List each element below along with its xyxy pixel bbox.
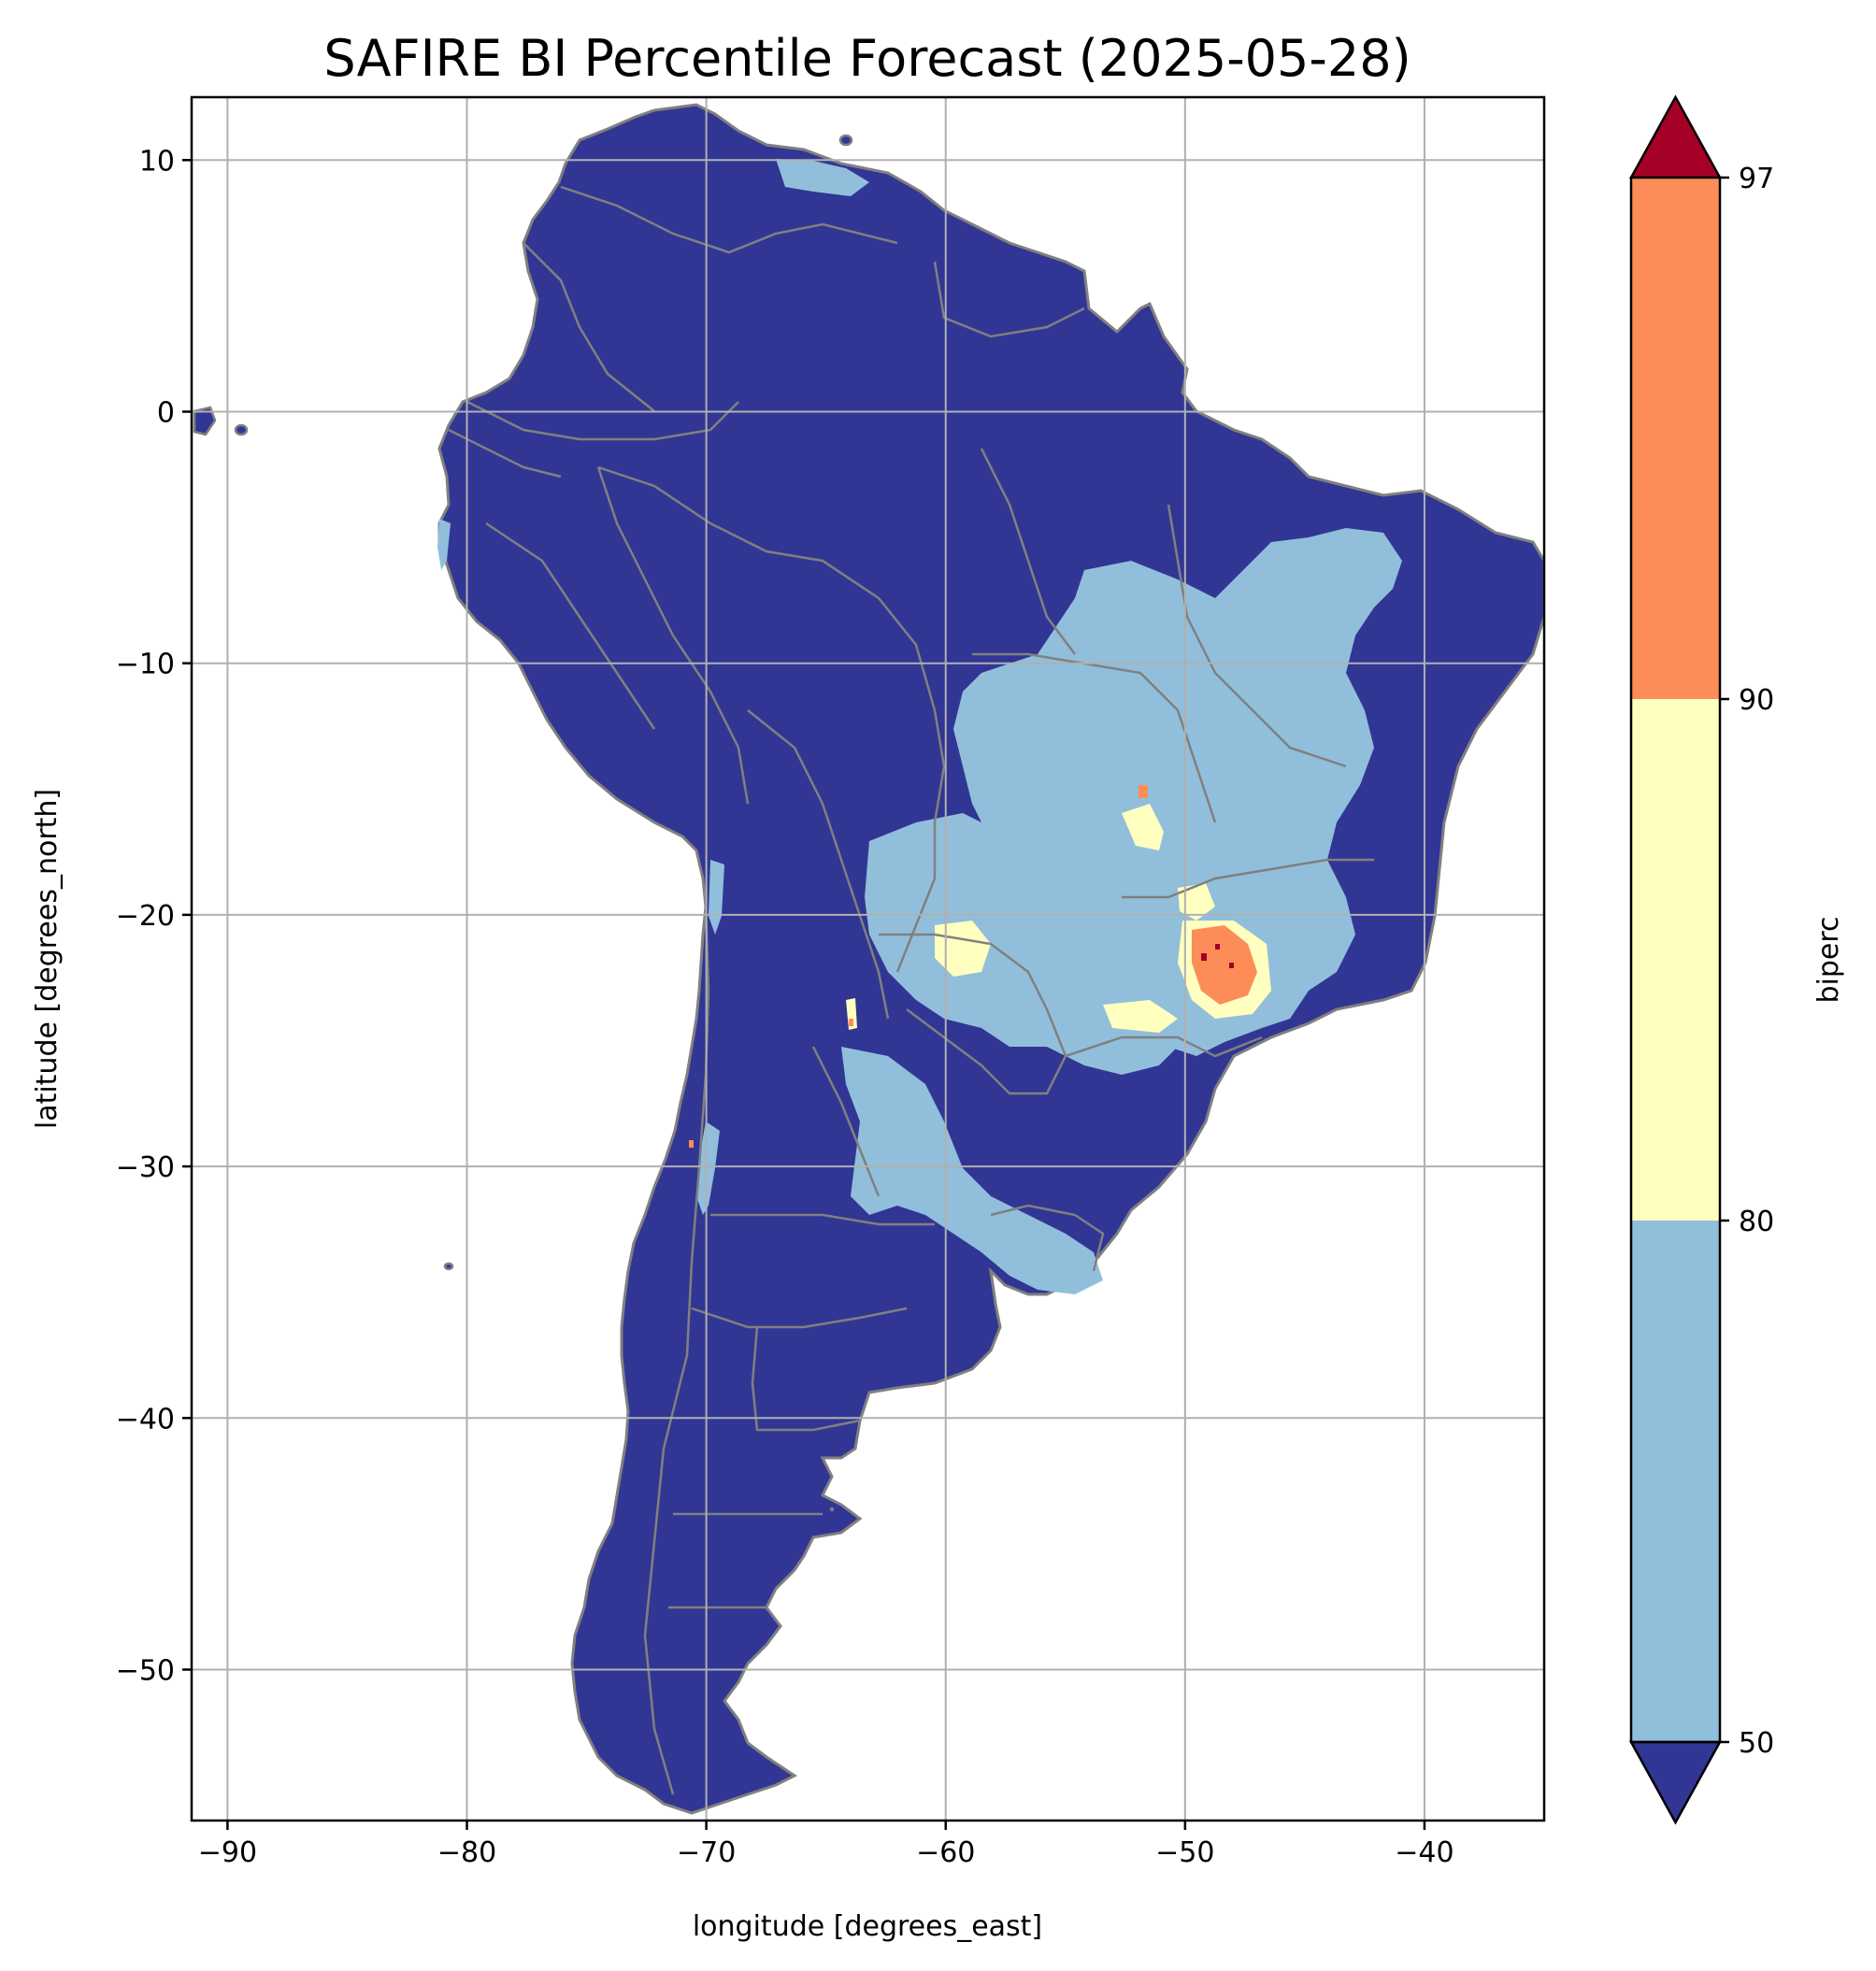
class-90-97-regions xyxy=(689,785,1257,1148)
x-tick-label: −40 xyxy=(1395,1836,1454,1869)
class-over-97-regions xyxy=(1201,944,1234,968)
colorbar-under-triangle xyxy=(1628,1740,1723,1825)
gridlines xyxy=(192,97,1544,1821)
patch-jujuy-high xyxy=(849,1019,853,1026)
colorbar-label: biperc xyxy=(1812,916,1845,1003)
border-brazil-states-1 xyxy=(972,652,1217,823)
colorbar: 97 90 80 50 biperc xyxy=(1628,94,1845,1825)
galapagos xyxy=(193,406,217,436)
x-tick-label: −70 xyxy=(677,1836,736,1869)
colorbar-tick-label-80: 80 xyxy=(1739,1206,1774,1238)
cell-high-1 xyxy=(1201,953,1207,961)
border-brazil-states-4 xyxy=(1065,1035,1263,1058)
colorbar-over-triangle xyxy=(1628,94,1723,179)
y-tick-label: −40 xyxy=(116,1403,175,1435)
cell-high-2 xyxy=(1215,944,1220,950)
border-colombia-internal xyxy=(523,242,655,412)
colorbar-tick-label-90: 90 xyxy=(1739,684,1774,717)
colorbar-band-90-97 xyxy=(1631,178,1720,699)
border-brazil-states-5 xyxy=(980,448,1076,655)
colorbar-frame xyxy=(1629,176,1722,1744)
border-brazil-west xyxy=(597,465,946,973)
y-axis: 10 0 −10 −20 −30 −40 −50 xyxy=(116,145,192,1687)
patch-goias xyxy=(1178,883,1215,921)
region-northern-argentina xyxy=(841,1047,1103,1294)
region-chile-north xyxy=(709,860,724,935)
colorbar-tick-label-50: 50 xyxy=(1739,1727,1774,1760)
y-tick-label: −50 xyxy=(116,1654,175,1687)
y-tick-label: −10 xyxy=(116,649,175,681)
patch-goias-high xyxy=(1138,785,1148,798)
colorbar-band-80-90 xyxy=(1631,699,1720,1221)
border-venezuela xyxy=(560,185,898,254)
chart-title: SAFIRE BI Percentile Forecast (2025-05-2… xyxy=(323,29,1411,88)
patch-chaco xyxy=(935,921,991,977)
border-colombia-south xyxy=(466,400,739,441)
galapagos-small xyxy=(234,423,249,436)
border-argentina-provinces-2 xyxy=(691,1307,908,1329)
border-brazil-states-3 xyxy=(1122,858,1374,899)
y-axis-label: latitude [degrees_north] xyxy=(31,789,64,1129)
border-guianas xyxy=(933,261,1085,338)
patch-mato-grosso xyxy=(1122,804,1164,850)
patch-chile-high xyxy=(689,1140,694,1148)
patch-parana xyxy=(1103,1000,1178,1033)
border-peru-east xyxy=(596,466,750,805)
y-tick-label: −30 xyxy=(116,1151,175,1184)
x-tick-label: −60 xyxy=(916,1836,975,1869)
y-tick-label: 0 xyxy=(157,396,175,429)
region-paraguay-bolivia xyxy=(865,813,1178,1075)
region-venezuela-coast xyxy=(776,159,869,196)
cell-high-3 xyxy=(1229,963,1234,968)
border-brazil-states-2 xyxy=(1167,504,1347,768)
border-peru-internal xyxy=(485,521,656,730)
plot-frame xyxy=(190,95,1546,1822)
border-argentina-provinces-1 xyxy=(710,1213,935,1226)
border-bolivia-south xyxy=(747,709,890,1020)
x-axis-label: longitude [degrees_east] xyxy=(693,1910,1042,1943)
trinidad xyxy=(838,134,853,147)
x-tick-label: −50 xyxy=(1155,1836,1214,1869)
patch-sao-paulo-high xyxy=(1192,925,1257,1005)
border-argentina-provinces-6 xyxy=(811,1046,881,1197)
falklands xyxy=(829,1507,835,1512)
y-tick-label: −20 xyxy=(116,900,175,933)
colorbar-band-50-80 xyxy=(1631,1221,1720,1742)
y-tick-label: 10 xyxy=(139,145,175,178)
x-tick-label: −90 xyxy=(198,1836,257,1869)
map-layer xyxy=(193,103,1544,1815)
region-chile-strip xyxy=(696,1121,720,1215)
colorbar-tick-label-97: 97 xyxy=(1739,163,1774,195)
map-panel xyxy=(190,95,1546,1822)
border-uruguay xyxy=(990,1204,1105,1272)
juan-fernandez xyxy=(443,1262,454,1271)
x-tick-label: −80 xyxy=(437,1836,496,1869)
region-peru-coast xyxy=(437,519,451,570)
islands xyxy=(193,134,853,1512)
x-axis: −90 −80 −70 −60 −50 −40 xyxy=(198,1821,1454,1869)
border-argentina-provinces-3 xyxy=(751,1326,861,1432)
